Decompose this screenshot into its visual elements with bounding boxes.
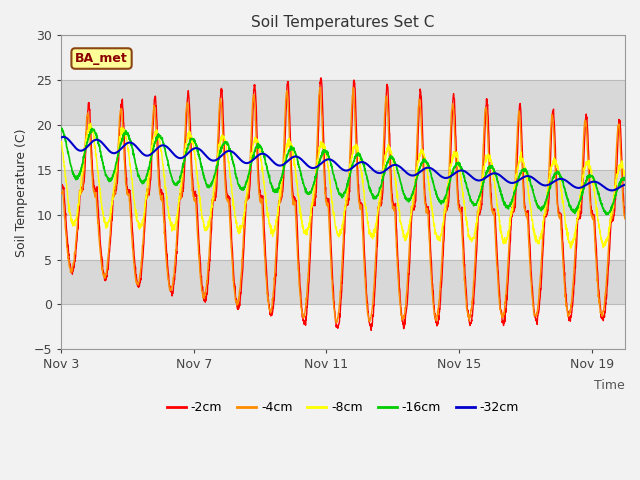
Title: Soil Temperatures Set C: Soil Temperatures Set C bbox=[252, 15, 435, 30]
Text: BA_met: BA_met bbox=[75, 52, 128, 65]
Bar bbox=[61, 80, 625, 125]
Bar bbox=[61, 170, 625, 215]
Bar bbox=[61, 260, 625, 304]
Text: Time: Time bbox=[595, 379, 625, 392]
Bar bbox=[61, 125, 625, 170]
Legend: -2cm, -4cm, -8cm, -16cm, -32cm: -2cm, -4cm, -8cm, -16cm, -32cm bbox=[162, 396, 524, 420]
Y-axis label: Soil Temperature (C): Soil Temperature (C) bbox=[15, 128, 28, 257]
Bar bbox=[61, 36, 625, 80]
Bar bbox=[61, 304, 625, 349]
Bar bbox=[61, 215, 625, 260]
